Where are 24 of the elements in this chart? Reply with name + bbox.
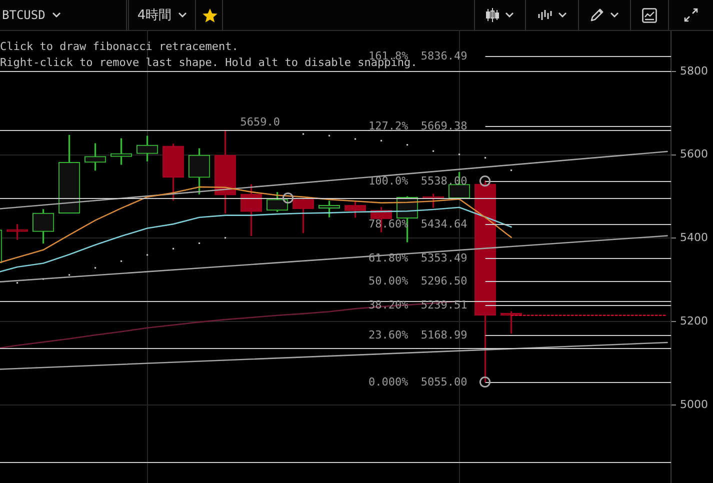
annotation: 23.60% <box>368 328 409 342</box>
y-tick-label: 5800 <box>680 64 708 78</box>
ref-line-label: 5434.64 <box>420 217 468 230</box>
chart-subtitle: 4時間 <box>137 7 172 24</box>
annotation: 50.00% <box>368 274 409 288</box>
y-tick-label: 5000 <box>680 398 708 411</box>
y-tick-label: 5200 <box>680 314 708 328</box>
annotation: 5659.0 <box>240 116 280 129</box>
ref-line-label: 5836.49 <box>420 49 468 62</box>
ref-line-label: 5055.00 <box>420 375 468 388</box>
chart-title: BTCUSD <box>2 8 46 22</box>
ref-line-label: 5353.49 <box>420 251 468 264</box>
y-tick-label: 5600 <box>680 148 708 161</box>
ref-line-label: 5669.38 <box>420 119 468 132</box>
annotation: Right-click to remove last shape. Hold alt to disable snapping. <box>0 56 418 70</box>
annotation: 0.000% <box>368 375 409 388</box>
annotation: Click to draw fibonacci retracement. <box>0 40 238 54</box>
annotation: 61.80% <box>368 251 409 264</box>
ref-line-label: 5239.51 <box>420 298 468 312</box>
ref-line-label: 5168.99 <box>420 328 468 342</box>
y-tick-label: 5400 <box>680 231 708 244</box>
ref-line-label: 5296.50 <box>420 274 468 288</box>
annotation: 100.0% <box>368 174 409 188</box>
annotation: 127.2% <box>368 119 409 132</box>
